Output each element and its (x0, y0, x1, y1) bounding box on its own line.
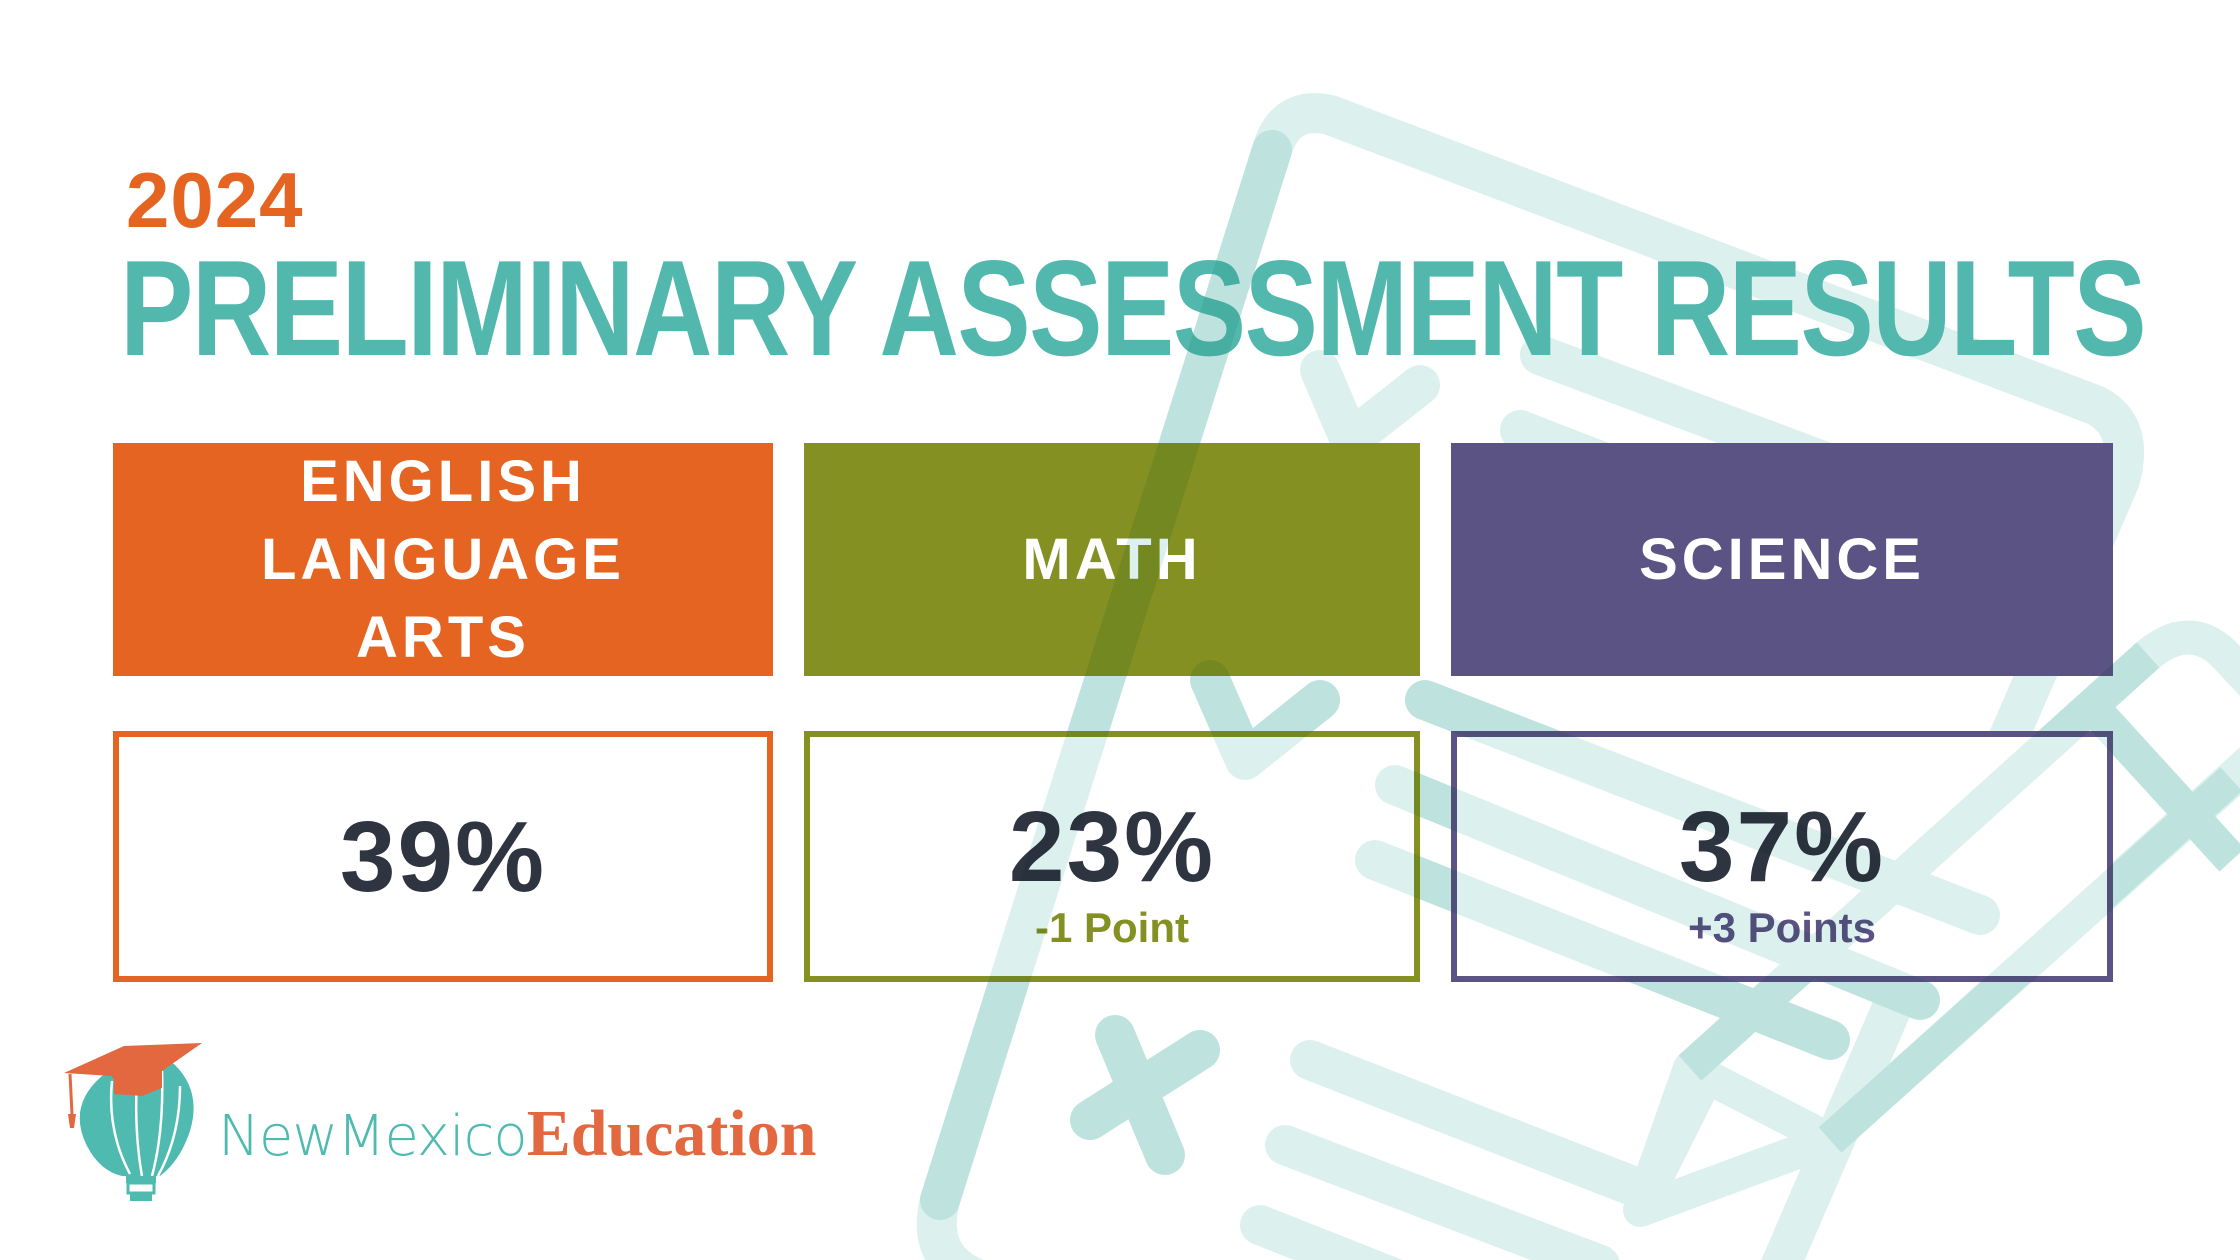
logo-text-newmexico: NewMexico (218, 1104, 528, 1169)
result-value-science: 37% (1678, 790, 1886, 903)
result-card-science: 37% +3 Points (1451, 731, 2113, 982)
result-card-math: 23% -1 Point (804, 731, 1420, 982)
result-card-ela: 39% (113, 731, 773, 982)
result-change-math: -1 Point (1035, 903, 1189, 951)
subject-label-science: SCIENCE (1639, 526, 1925, 592)
subject-header-science: SCIENCE (1451, 443, 2113, 676)
new-mexico-education-logo: NewMexicoEducation (62, 1036, 816, 1201)
page-title: PRELIMINARY ASSESSMENT RESULTS (120, 232, 2147, 384)
result-value-ela: 39% (339, 800, 547, 913)
subject-label-ela-line1: ENGLISH LANGUAGE (261, 448, 625, 592)
hot-air-balloon-graduation-cap-icon (64, 1043, 202, 1201)
result-value-math: 23% (1008, 790, 1216, 903)
page-title-container: PRELIMINARY ASSESSMENT RESULTS (120, 232, 2150, 384)
subject-header-ela: ENGLISH LANGUAGE ARTS (113, 443, 773, 676)
logo-text-education: Education (526, 1097, 817, 1170)
result-change-science: +3 Points (1688, 903, 1876, 951)
logo-wordmark: NewMexicoEducation (218, 1094, 816, 1177)
subject-header-math: MATH (804, 443, 1420, 676)
report-year: 2024 (126, 156, 304, 244)
subject-label-ela-line2: ARTS (356, 604, 530, 670)
subject-label-math: MATH (1022, 526, 1202, 592)
